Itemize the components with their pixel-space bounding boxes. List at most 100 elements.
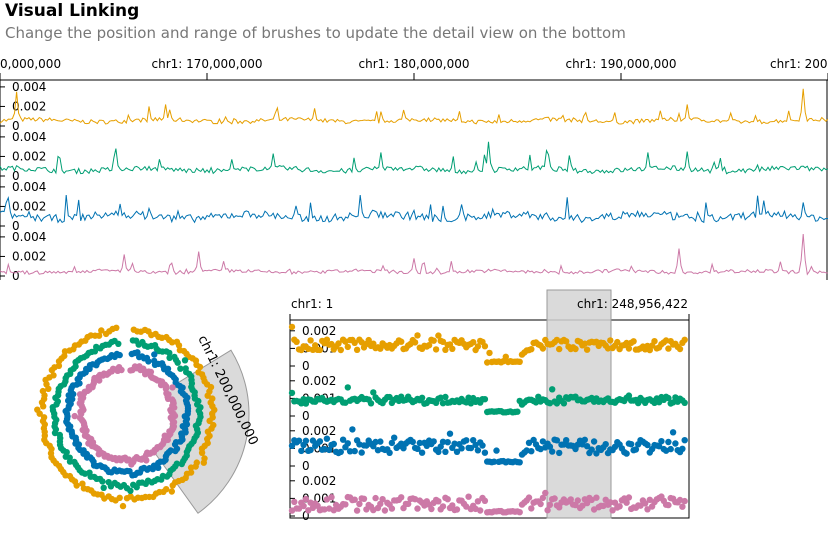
detail-point — [398, 338, 405, 345]
detail-point — [293, 338, 300, 345]
top-series-line — [0, 88, 828, 125]
circular-point — [169, 482, 176, 489]
detail-point — [479, 442, 486, 449]
detail-point — [486, 349, 493, 357]
detail-point — [321, 445, 328, 453]
detail-point — [493, 447, 500, 454]
detail-point — [644, 506, 651, 513]
detail-point — [667, 445, 674, 453]
detail-point — [679, 445, 686, 452]
circular-point — [204, 392, 211, 399]
detail-point — [546, 443, 554, 450]
circular-point — [198, 449, 206, 456]
detail-point — [309, 437, 317, 444]
detail-point — [676, 345, 684, 353]
detail-point — [623, 339, 630, 347]
detail-point — [323, 336, 331, 343]
top-x-tick-label: chr1: 180,000,000 — [359, 57, 470, 71]
circular-point — [119, 502, 127, 510]
detail-point — [463, 437, 470, 444]
detail-point — [467, 444, 475, 452]
detail-point — [477, 507, 484, 514]
detail-point — [377, 345, 384, 352]
detail-point — [514, 408, 521, 415]
detail-point — [337, 346, 344, 354]
detail-point — [335, 340, 342, 347]
detail-point — [583, 346, 591, 353]
detail-point — [428, 505, 435, 513]
detail-point — [377, 438, 384, 445]
detail-point — [528, 346, 535, 353]
detail-point — [451, 440, 458, 447]
detail-point — [437, 394, 444, 401]
detail-point — [679, 503, 686, 510]
detail-point — [449, 345, 456, 352]
detail-point — [439, 503, 447, 510]
top-y-tick-label: 0 — [12, 119, 20, 133]
detail-point — [409, 438, 416, 446]
detail-point — [437, 443, 444, 450]
detail-point — [288, 323, 296, 331]
detail-point — [502, 353, 509, 360]
detail-point — [665, 438, 672, 446]
circular-point — [105, 479, 112, 486]
circular-point — [79, 480, 86, 487]
detail-point — [342, 501, 349, 508]
detail-point — [672, 440, 679, 447]
circular-point — [151, 351, 158, 358]
detail-point — [391, 434, 398, 441]
detail-point — [372, 494, 379, 502]
detail-point — [439, 338, 447, 345]
detail-y-tick-label: 0 — [302, 359, 310, 373]
detail-point — [425, 342, 433, 349]
circular-point — [168, 339, 176, 346]
detail-point — [549, 386, 556, 393]
circular-overview[interactable]: chr1: 200,000,000 — [34, 324, 261, 514]
top-y-tick-label: 0.004 — [12, 80, 46, 94]
top-y-tick-label: 0.002 — [12, 249, 46, 263]
top-series-line — [0, 233, 828, 276]
top-x-tick-label: chr1: 170,000,000 — [152, 57, 263, 71]
detail-point — [655, 399, 663, 406]
detail-point — [323, 435, 331, 442]
circular-point — [100, 484, 107, 491]
detail-point — [418, 449, 426, 456]
detail-x-tick-label: chr1: 1 — [291, 297, 333, 311]
detail-point — [525, 439, 533, 446]
detail-point — [432, 346, 440, 353]
detail-point — [379, 496, 386, 503]
detail-point — [616, 503, 623, 510]
detail-point — [386, 393, 393, 401]
detail-point — [414, 445, 421, 452]
circular-point — [145, 358, 152, 365]
circular-point — [39, 387, 47, 395]
circular-point — [177, 365, 184, 372]
detail-point — [430, 337, 437, 344]
circular-point — [166, 354, 173, 361]
detail-point — [372, 438, 379, 446]
circular-point — [130, 481, 137, 488]
top-linear-overview[interactable]: 0,000,000 chr1: 170,000,000 chr1: 180,000,… — [0, 57, 828, 283]
detail-point — [388, 505, 396, 512]
detail-point — [525, 494, 533, 501]
detail-point — [398, 494, 405, 501]
detail-point — [560, 400, 568, 407]
top-y-tick-label: 0.004 — [12, 230, 46, 244]
detail-point — [288, 442, 296, 449]
top-y-tick-label: 0.002 — [12, 199, 46, 213]
circular-point — [50, 372, 57, 379]
page-title: Visual Linking — [5, 1, 140, 21]
detail-point — [470, 437, 477, 444]
detail-point — [344, 343, 351, 351]
detail-point — [581, 436, 588, 443]
detail-point — [481, 449, 489, 456]
detail-point — [351, 339, 358, 346]
detail-point — [458, 445, 465, 452]
detail-point — [528, 505, 535, 512]
detail-point — [481, 497, 489, 504]
detail-point — [337, 448, 344, 456]
detail-point — [400, 445, 407, 452]
detail-point — [563, 338, 570, 345]
